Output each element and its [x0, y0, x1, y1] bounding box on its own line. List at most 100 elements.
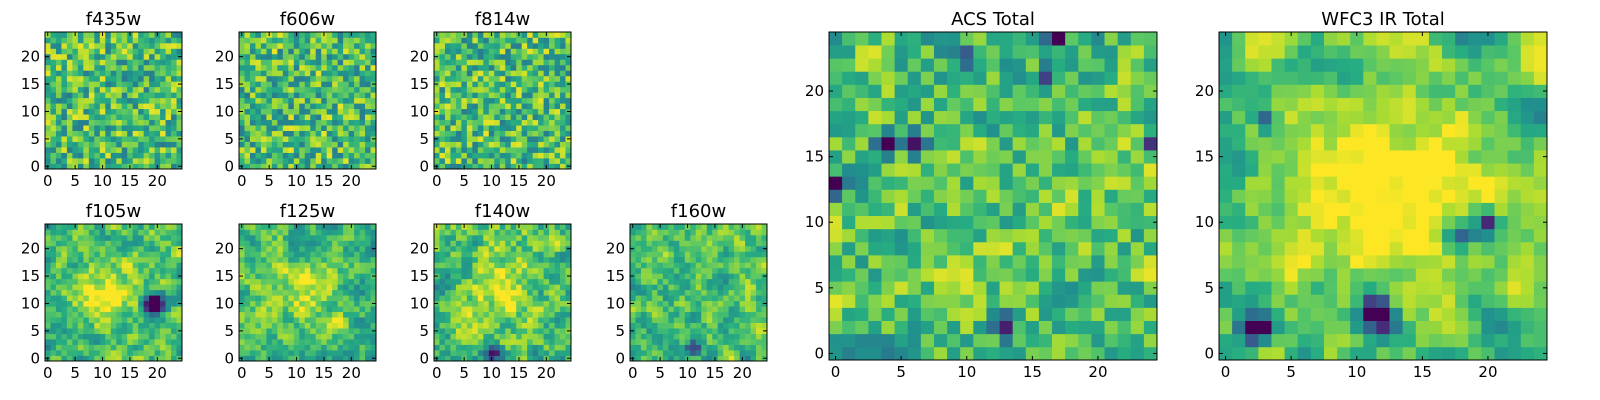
heatmap-cell: [717, 317, 724, 323]
heatmap-cell: [461, 284, 468, 291]
heatmap-cell: [472, 267, 479, 274]
heatmap-cell: [88, 103, 95, 110]
heatmap-cell: [88, 344, 95, 351]
heatmap-cell: [510, 267, 517, 274]
heatmap-cell: [77, 53, 84, 60]
heatmap-cell: [907, 281, 922, 295]
heatmap-cell: [354, 37, 360, 44]
heatmap-cell: [1117, 189, 1132, 203]
heatmap-cell: [255, 273, 262, 280]
heatmap-cell: [750, 350, 757, 356]
heatmap-cell: [110, 322, 117, 329]
heatmap-cell: [640, 251, 647, 258]
heatmap-cell: [521, 278, 528, 285]
heatmap-cell: [1012, 281, 1027, 295]
heatmap-cell: [171, 273, 177, 280]
heatmap-cell: [105, 278, 112, 285]
heatmap-cell: [105, 86, 112, 93]
heatmap-cell: [488, 311, 495, 318]
heatmap-cell: [461, 256, 468, 263]
heatmap-cell: [277, 251, 284, 258]
heatmap-cell: [249, 229, 256, 236]
heatmap-cell: [521, 103, 528, 110]
heatmap-cell: [1104, 176, 1118, 190]
heatmap-cell: [304, 300, 311, 307]
heatmap-cell: [894, 202, 909, 217]
heatmap-cell: [176, 37, 183, 44]
heatmap-cell: [304, 59, 311, 66]
heatmap-cell: [143, 32, 150, 38]
heatmap-cell: [505, 295, 512, 302]
heatmap-cell: [370, 92, 377, 99]
heatmap-cell: [171, 234, 177, 241]
heatmap-cell: [444, 103, 451, 110]
heatmap-cell: [538, 152, 544, 159]
heatmap-cell: [679, 322, 686, 329]
heatmap-cell: [640, 267, 647, 274]
heatmap-cell: [99, 240, 106, 247]
heatmap-cell: [532, 273, 539, 280]
heatmap-cell: [260, 355, 267, 362]
heatmap-cell: [271, 147, 278, 153]
heatmap-cell: [143, 158, 150, 164]
heatmap-cell: [750, 245, 757, 252]
heatmap-cell: [83, 262, 90, 269]
heatmap-cell: [549, 70, 555, 77]
heatmap-cell: [635, 322, 642, 329]
heatmap-cell: [477, 70, 484, 77]
heatmap-cell: [1130, 346, 1145, 361]
heatmap-cell: [244, 311, 251, 318]
heatmap-cell: [477, 147, 484, 153]
heatmap-cell: [370, 130, 377, 137]
heatmap-cell: [277, 240, 284, 247]
heatmap-cell: [439, 59, 446, 66]
heatmap-cell: [50, 42, 57, 49]
heatmap-cell: [554, 267, 561, 274]
heatmap-cell: [165, 278, 172, 285]
heatmap-cell: [739, 328, 746, 334]
heatmap-cell: [466, 256, 473, 263]
heatmap-cell: [444, 97, 451, 104]
heatmap-cell: [679, 344, 686, 351]
heatmap-cell: [1143, 163, 1158, 177]
heatmap-cell: [310, 114, 317, 121]
heatmap-cell: [343, 240, 349, 247]
heatmap-cell: [483, 273, 490, 280]
heatmap-cell: [99, 251, 106, 258]
heatmap-cell: [165, 350, 172, 356]
heatmap-cell: [110, 262, 117, 269]
heatmap-cell: [127, 273, 134, 280]
heatmap-cell: [494, 224, 501, 230]
heatmap-cell: [439, 306, 446, 313]
heatmap-cell: [249, 240, 256, 247]
heatmap-cell: [249, 86, 256, 93]
heatmap-cell: [999, 255, 1014, 269]
heatmap-cell: [494, 103, 501, 110]
heatmap-cell: [121, 147, 128, 153]
heatmap-cell: [723, 339, 729, 345]
heatmap-cell: [304, 86, 311, 93]
heatmap-cell: [668, 322, 675, 329]
heatmap-cell: [960, 307, 974, 321]
heatmap-cell: [472, 92, 479, 99]
heatmap-cell: [455, 136, 462, 142]
heatmap-cell: [538, 306, 544, 313]
heatmap-cell: [538, 234, 544, 241]
heatmap-cell: [483, 75, 490, 82]
heatmap-cell: [662, 284, 669, 291]
heatmap-cell: [359, 130, 366, 137]
heatmap-cell: [516, 273, 523, 280]
heatmap-cell: [1052, 189, 1066, 203]
heatmap-cell: [55, 284, 62, 291]
heatmap-cell: [293, 339, 300, 345]
heatmap-cell: [88, 48, 95, 55]
heatmap-cell: [527, 103, 533, 110]
heatmap-cell: [868, 255, 882, 269]
heatmap-cell: [646, 344, 653, 351]
heatmap-cell: [121, 224, 128, 230]
heatmap-cell: [739, 306, 746, 313]
y-tick-label: 20: [215, 48, 234, 66]
heatmap-cell: [510, 141, 517, 148]
heatmap-cell: [565, 278, 572, 285]
